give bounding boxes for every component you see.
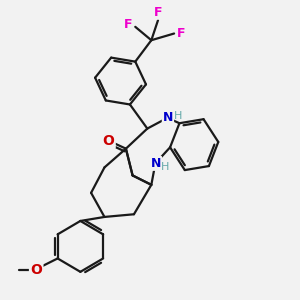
Text: H: H bbox=[161, 162, 170, 172]
Text: O: O bbox=[103, 134, 114, 148]
Text: N: N bbox=[163, 111, 173, 124]
Text: F: F bbox=[154, 6, 162, 19]
Text: F: F bbox=[124, 18, 132, 31]
Text: N: N bbox=[151, 157, 161, 170]
Text: H: H bbox=[173, 111, 182, 121]
Text: F: F bbox=[177, 27, 186, 40]
Text: O: O bbox=[30, 263, 42, 278]
